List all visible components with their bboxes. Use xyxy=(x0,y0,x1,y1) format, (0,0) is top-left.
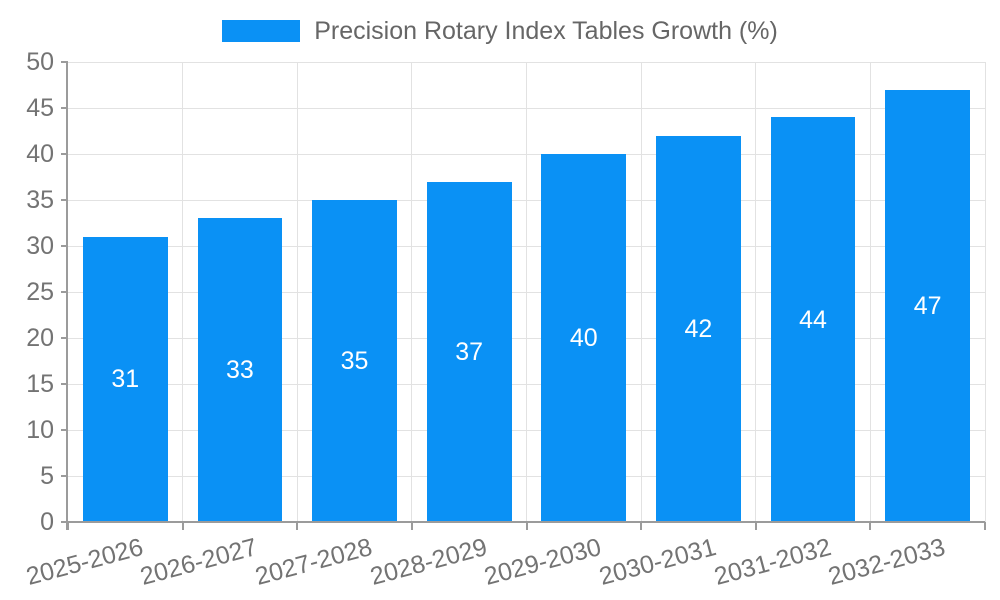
x-axis-tick-label: 2025-2026 xyxy=(23,532,146,591)
x-axis-tick-label: 2029-2030 xyxy=(481,532,605,591)
bar[interactable] xyxy=(82,236,168,522)
y-axis-tick-label: 35 xyxy=(26,186,54,214)
gridline-vertical xyxy=(984,62,986,522)
gridline-vertical xyxy=(869,62,871,522)
x-axis-tick xyxy=(984,522,986,530)
bar[interactable] xyxy=(426,181,512,522)
x-axis-tick xyxy=(525,522,528,530)
y-axis-tick-label: 45 xyxy=(26,94,54,122)
y-axis-tick-label: 15 xyxy=(26,370,54,398)
y-axis-tick-label: 50 xyxy=(26,48,54,76)
x-axis-tick-label: 2030-2031 xyxy=(596,532,719,591)
x-axis-tick xyxy=(67,522,69,530)
bar-value-label: 42 xyxy=(684,314,713,343)
gridline-vertical xyxy=(640,62,642,522)
y-axis-tick xyxy=(61,245,68,247)
y-axis-tick-label: 20 xyxy=(26,324,54,352)
x-axis-tick xyxy=(410,522,413,530)
bar[interactable] xyxy=(312,200,397,522)
y-axis-tick-label: 30 xyxy=(26,232,54,260)
gridline-vertical xyxy=(182,62,184,522)
bar[interactable] xyxy=(197,218,283,522)
bar-value-label: 47 xyxy=(913,291,942,320)
bar[interactable] xyxy=(885,89,971,522)
y-axis-tick xyxy=(61,291,68,293)
x-axis-tick xyxy=(296,522,299,530)
y-axis-tick-label: 10 xyxy=(26,416,54,444)
bar-value-label: 40 xyxy=(569,324,598,352)
legend-label: Precision Rotary Index Tables Growth (%) xyxy=(314,17,778,45)
y-axis-tick-label: 40 xyxy=(26,140,54,168)
bar[interactable] xyxy=(656,135,741,522)
y-axis-tick xyxy=(61,337,68,339)
x-axis-tick xyxy=(754,522,757,530)
bar-value-label: 33 xyxy=(226,356,254,385)
y-axis-tick xyxy=(61,61,68,63)
x-axis-tick-label: 2026-2027 xyxy=(137,532,261,591)
legend[interactable]: Precision Rotary Index Tables Growth (%) xyxy=(0,14,1000,48)
y-axis-tick xyxy=(61,199,68,201)
x-axis-tick xyxy=(181,522,184,530)
legend-swatch xyxy=(222,20,301,42)
x-axis-tick-label: 2031-2032 xyxy=(710,532,834,591)
gridline-vertical xyxy=(526,62,527,522)
gridline-vertical xyxy=(296,62,298,522)
y-axis-tick xyxy=(61,107,68,109)
y-axis-tick xyxy=(61,429,68,431)
y-axis-tick xyxy=(61,475,68,477)
x-axis-tick-label: 2027-2028 xyxy=(252,532,376,591)
bar-value-label: 37 xyxy=(455,337,484,366)
x-axis-tick xyxy=(869,522,872,530)
y-axis-tick xyxy=(61,153,68,155)
x-axis-tick-label: 2028-2029 xyxy=(366,532,490,591)
y-axis-tick-label: 0 xyxy=(40,508,54,536)
y-axis-tick-label: 5 xyxy=(40,462,54,490)
gridline-vertical xyxy=(411,62,413,522)
gridline-vertical xyxy=(755,62,757,522)
bar-value-label: 35 xyxy=(340,347,369,375)
y-axis-tick xyxy=(61,383,68,385)
x-axis-tick-label: 2032-2033 xyxy=(825,532,949,591)
x-axis-tick xyxy=(640,522,643,530)
y-axis-line xyxy=(66,62,68,530)
x-axis-line xyxy=(61,521,985,523)
bar-value-label: 31 xyxy=(111,365,140,394)
bar[interactable] xyxy=(770,117,856,522)
bar-value-label: 44 xyxy=(799,305,827,334)
y-axis-tick-label: 25 xyxy=(26,278,54,306)
bar[interactable] xyxy=(541,154,627,522)
